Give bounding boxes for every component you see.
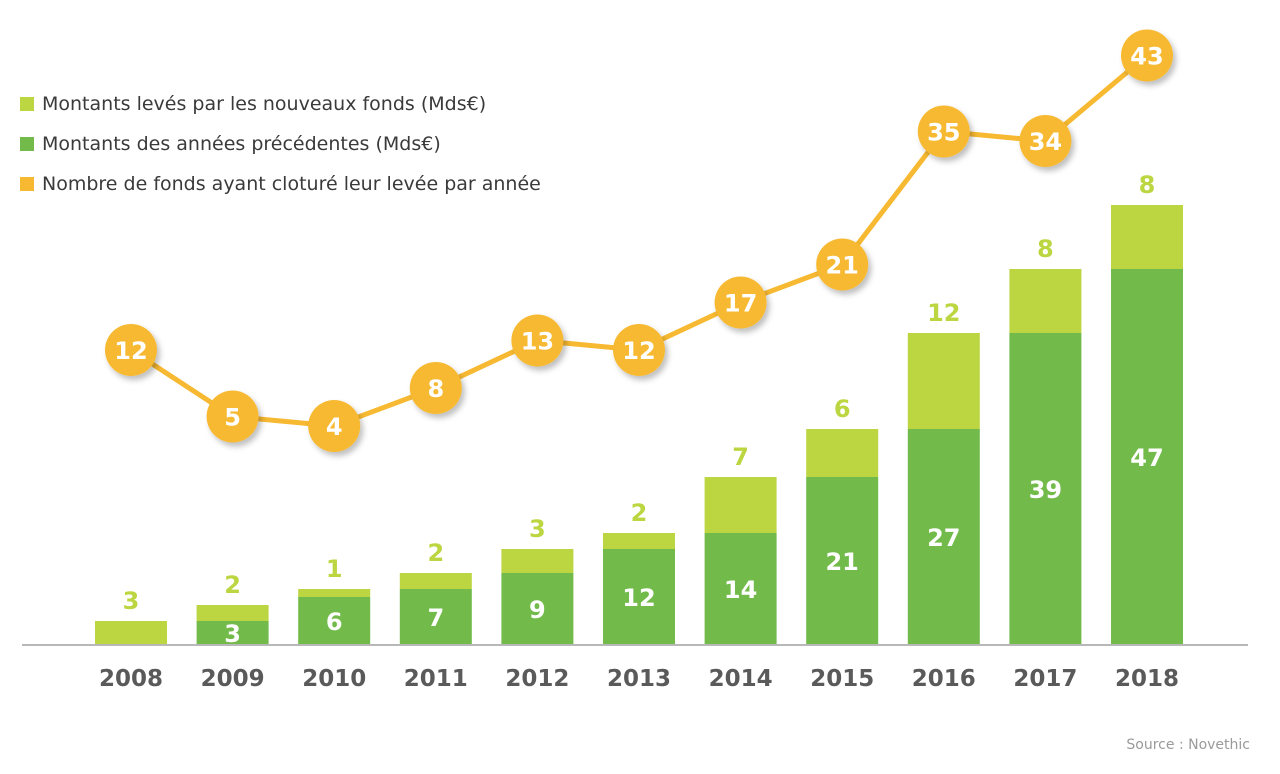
bar-label-previous-2009: 3 bbox=[224, 620, 241, 648]
legend-swatch-new-funds bbox=[20, 97, 34, 111]
fund-count-label-2008: 12 bbox=[114, 337, 147, 365]
bar-previous-2016 bbox=[907, 429, 980, 645]
legend: Montants levés par les nouveaux fonds (M… bbox=[20, 84, 541, 204]
bar-previous-2011 bbox=[399, 589, 472, 645]
bar-label-new-2017: 8 bbox=[1037, 235, 1054, 263]
bar-label-new-2008: 3 bbox=[123, 587, 140, 615]
fund-count-point-2012 bbox=[511, 314, 564, 367]
bar-new-2015 bbox=[806, 429, 879, 477]
bar-label-previous-2011: 7 bbox=[427, 604, 444, 632]
fund-count-point-2017 bbox=[1019, 115, 1072, 167]
legend-label-previous-years: Montants des années précédentes (Mds€) bbox=[42, 133, 441, 155]
bar-new-2016 bbox=[907, 333, 980, 429]
bar-previous-2018 bbox=[1111, 269, 1183, 645]
bar-previous-2009 bbox=[196, 621, 269, 645]
bar-label-new-2013: 2 bbox=[631, 499, 648, 527]
fund-count-point-2015 bbox=[816, 238, 869, 291]
fund-count-point-2009 bbox=[206, 390, 259, 443]
bar-label-new-2016: 12 bbox=[927, 299, 960, 327]
fund-count-label-2009: 5 bbox=[224, 404, 241, 432]
x-tick-label-2009: 2009 bbox=[201, 666, 265, 692]
fund-count-label-2011: 8 bbox=[427, 375, 444, 403]
bar-label-new-2014: 7 bbox=[732, 443, 749, 471]
x-tick-label-2017: 2017 bbox=[1013, 666, 1077, 692]
fund-count-point-2008 bbox=[105, 324, 157, 376]
bar-label-previous-2013: 12 bbox=[622, 584, 655, 612]
legend-label-new-funds: Montants levés par les nouveaux fonds (M… bbox=[42, 93, 487, 115]
x-tick-label-2014: 2014 bbox=[709, 666, 773, 692]
bar-label-new-2010: 1 bbox=[326, 555, 343, 583]
fund-count-point-2010 bbox=[308, 400, 361, 452]
bar-label-new-2011: 2 bbox=[427, 539, 444, 567]
bar-label-new-2012: 3 bbox=[529, 515, 546, 543]
bar-label-previous-2016: 27 bbox=[927, 524, 960, 552]
x-tick-label-2008: 2008 bbox=[99, 666, 163, 692]
legend-swatch-fund-count bbox=[20, 177, 34, 191]
bar-previous-2017 bbox=[1009, 333, 1082, 645]
bar-label-previous-2017: 39 bbox=[1029, 476, 1062, 504]
bar-label-new-2015: 6 bbox=[834, 395, 851, 423]
bar-new-2011 bbox=[399, 573, 472, 589]
legend-item-new-funds: Montants levés par les nouveaux fonds (M… bbox=[20, 84, 541, 124]
bar-label-new-2009: 2 bbox=[224, 571, 241, 599]
bar-new-2008 bbox=[95, 621, 167, 645]
bar-new-2017 bbox=[1009, 269, 1082, 333]
bar-previous-2015 bbox=[806, 477, 879, 645]
bar-label-previous-2018: 47 bbox=[1130, 444, 1163, 472]
bar-new-2014 bbox=[704, 477, 777, 533]
bar-label-previous-2014: 14 bbox=[724, 576, 757, 604]
fund-count-label-2014: 17 bbox=[724, 290, 757, 318]
source-note: Source : Novethic bbox=[1126, 737, 1250, 753]
x-tick-label-2015: 2015 bbox=[810, 666, 874, 692]
fund-count-label-2012: 13 bbox=[521, 328, 554, 356]
x-tick-label-2013: 2013 bbox=[607, 666, 671, 692]
fund-count-label-2017: 34 bbox=[1029, 128, 1062, 156]
x-tick-label-2012: 2012 bbox=[505, 666, 569, 692]
bar-new-2013 bbox=[603, 533, 675, 549]
fund-count-point-2013 bbox=[613, 324, 665, 376]
bar-new-2009 bbox=[196, 605, 269, 621]
fund-count-label-2013: 12 bbox=[622, 337, 655, 365]
bar-label-previous-2015: 21 bbox=[825, 548, 858, 576]
bar-new-2018 bbox=[1111, 205, 1183, 269]
legend-label-fund-count: Nombre de fonds ayant cloturé leur levée… bbox=[42, 173, 541, 195]
fund-count-point-2016 bbox=[917, 105, 970, 158]
bar-label-previous-2010: 6 bbox=[326, 608, 343, 636]
x-tick-label-2010: 2010 bbox=[302, 666, 366, 692]
bar-new-2010 bbox=[298, 589, 371, 597]
fund-count-label-2018: 43 bbox=[1130, 43, 1163, 71]
legend-item-previous-years: Montants des années précédentes (Mds€) bbox=[20, 124, 541, 164]
bar-previous-2013 bbox=[603, 549, 675, 645]
fund-count-label-2015: 21 bbox=[825, 252, 858, 280]
legend-item-fund-count: Nombre de fonds ayant cloturé leur levée… bbox=[20, 164, 541, 204]
legend-swatch-previous-years bbox=[20, 137, 34, 151]
bar-previous-2014 bbox=[704, 533, 777, 645]
fund-count-point-2014 bbox=[714, 276, 767, 329]
fund-count-label-2010: 4 bbox=[326, 413, 343, 441]
x-tick-label-2018: 2018 bbox=[1115, 666, 1179, 692]
fund-count-point-2011 bbox=[409, 362, 462, 414]
bar-label-new-2018: 8 bbox=[1139, 171, 1156, 199]
fund-count-point-2018 bbox=[1121, 29, 1173, 82]
bar-previous-2012 bbox=[501, 573, 574, 645]
bar-previous-2010 bbox=[298, 597, 371, 645]
bar-label-previous-2012: 9 bbox=[529, 596, 546, 624]
x-tick-label-2011: 2011 bbox=[404, 666, 468, 692]
fund-count-label-2016: 35 bbox=[927, 119, 960, 147]
x-tick-label-2016: 2016 bbox=[912, 666, 976, 692]
bar-new-2012 bbox=[501, 549, 574, 573]
